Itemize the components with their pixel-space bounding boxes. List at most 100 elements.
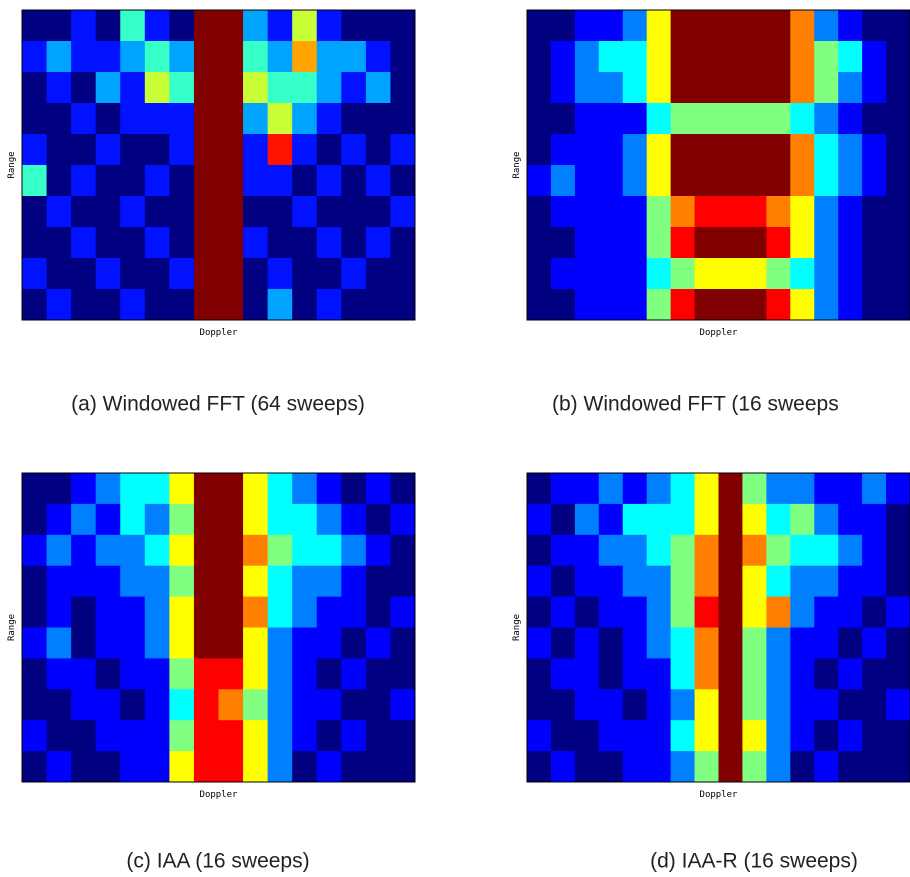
heatmap-cell [527,196,552,228]
heatmap-cell [694,258,719,290]
heatmap-cell [790,627,815,659]
heatmap-cell [95,165,121,197]
heatmap-cell [886,503,910,536]
heatmap-cell [742,289,767,321]
heatmap-cell [622,596,648,628]
x-axis-label: Doppler [700,790,739,800]
heatmap-cell [862,258,887,290]
heatmap-cell [814,534,839,567]
heatmap-cell [527,41,552,73]
heatmap-cell [144,565,170,598]
heatmap-cell [838,596,863,628]
heatmap-cell [550,72,576,104]
heatmap-cell [22,596,48,628]
heatmap-cell [886,627,910,659]
heatmap-cell [598,134,624,166]
heatmap-cell [838,720,863,752]
heatmap-cell [862,751,887,783]
heatmap-cell [120,503,146,536]
heatmap-cell [694,751,719,783]
heatmap-cell [646,196,672,228]
heatmap-cell [886,72,910,104]
heatmap-cell [718,165,743,197]
heatmap-cell [838,689,863,721]
heatmap-cell [365,41,391,73]
heatmap-cell [622,473,648,505]
heatmap-cell [169,689,195,721]
heatmap-cell [120,227,146,259]
heatmap-cell [622,258,648,290]
heatmap-cell [718,689,743,721]
heatmap-cell [814,134,839,166]
heatmap-cell [316,10,342,42]
heatmap-cell [316,227,342,259]
heatmap-cell [550,289,576,321]
heatmap-cell [550,165,576,197]
heatmap-cell [766,473,791,505]
heatmap-cell [862,41,887,73]
heatmap-cell [71,534,97,567]
heatmap-cell [46,658,72,690]
heatmap-cell [574,41,600,73]
heatmap-cell [144,534,170,567]
heatmap-cell [316,165,342,197]
heatmap-cell [267,72,293,104]
heatmap-cell [390,627,416,659]
heatmap-cell [120,196,146,228]
heatmap-cell [862,720,887,752]
heatmap-cell [814,289,839,321]
heatmap-cell [574,627,600,659]
heatmap-cell [95,565,121,598]
heatmap-cell [790,41,815,73]
heatmap-cell [267,689,293,721]
heatmap-cell [814,10,839,42]
heatmap-cell [646,165,672,197]
heatmap-cell [790,503,815,536]
heatmap-cell [718,534,743,567]
heatmap-cell [766,10,791,42]
x-axis-label: Doppler [200,328,239,338]
heatmap-cell [95,196,121,228]
heatmap-cell [120,473,146,505]
heatmap-cell [766,720,791,752]
heatmap-cell [267,10,293,42]
heatmap-cell [646,227,672,259]
heatmap-cell [622,227,648,259]
heatmap-cell [622,165,648,197]
heatmap-cell [390,72,416,104]
heatmap-cell [718,196,743,228]
heatmap-cell [814,503,839,536]
heatmap-cell [144,627,170,659]
heatmap-cell [292,103,318,135]
heatmap-cell [646,134,672,166]
heatmap-cell [527,534,552,567]
heatmap-cell [814,473,839,505]
heatmap-cell [790,103,815,135]
heatmap-cell [862,596,887,628]
heatmap-cell [670,134,696,166]
heatmap-cell [838,534,863,567]
heatmap-cell [218,72,244,104]
heatmap-cell [218,196,244,228]
caption: (d) IAA-R (16 sweeps) [650,850,858,873]
heatmap-cell [598,596,624,628]
heatmap-cell [766,103,791,135]
heatmap-cell [886,565,910,598]
heatmap-cell [292,196,318,228]
heatmap-cell [169,72,195,104]
heatmap-cell [646,258,672,290]
heatmap-cell [622,134,648,166]
plot-frame [526,9,910,321]
heatmap-cell [292,751,318,783]
heatmap-cell [22,534,48,567]
heatmap-cell [550,41,576,73]
heatmap-cell [292,289,318,321]
heatmap-cell [95,72,121,104]
heatmap-cell [646,289,672,321]
heatmap-cell [144,196,170,228]
heatmap-cell [790,165,815,197]
heatmap-cell [550,596,576,628]
heatmap-cell [694,72,719,104]
heatmap-cell [365,72,391,104]
heatmap-cell [670,751,696,783]
